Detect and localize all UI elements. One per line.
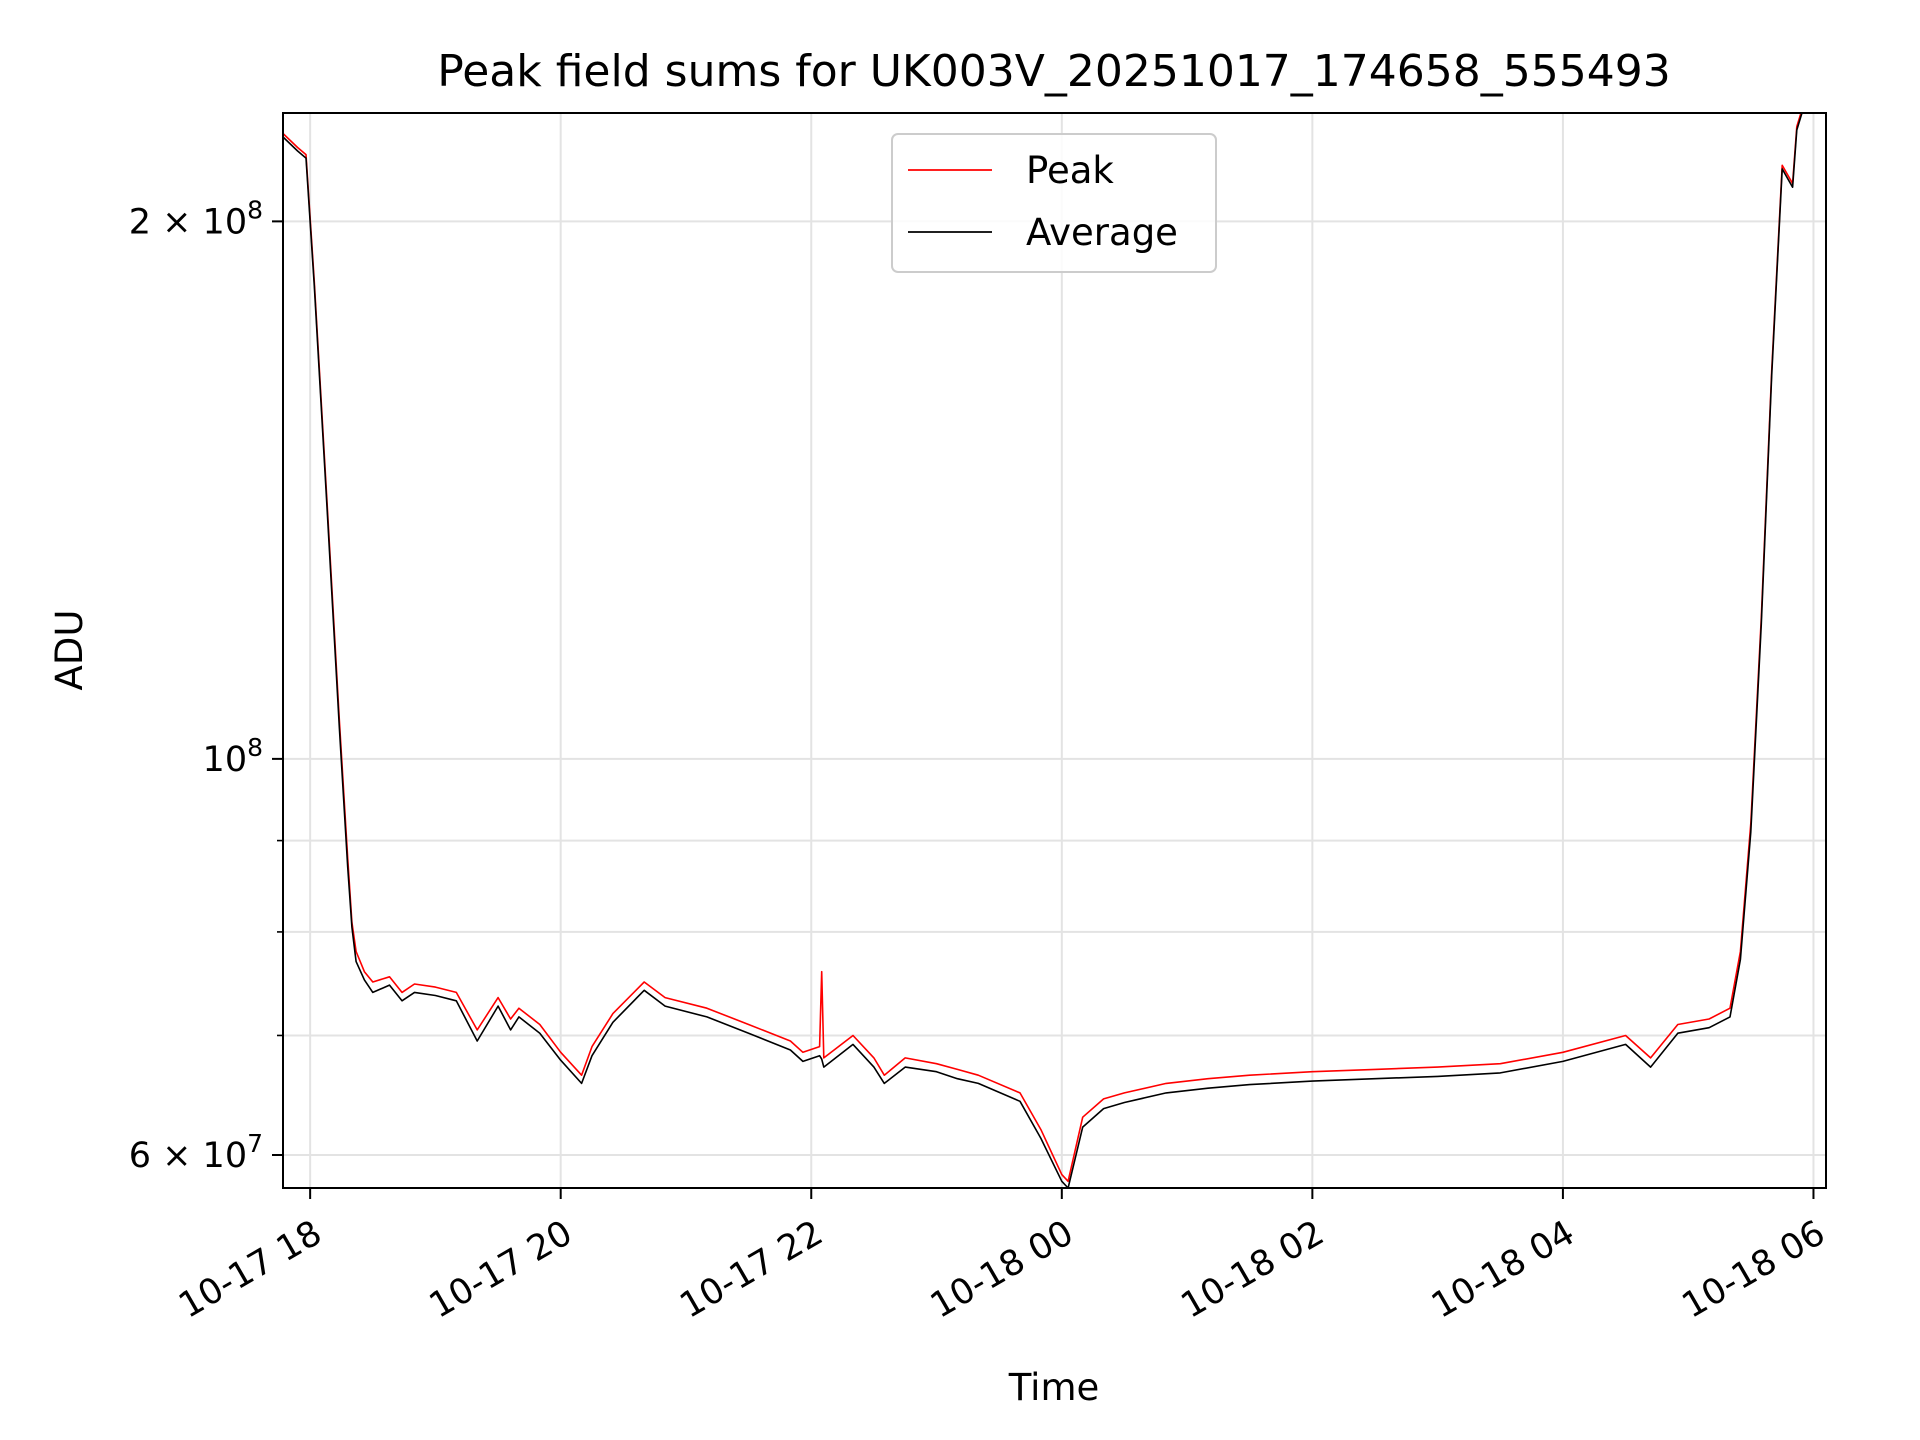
legend-box [891,133,1217,273]
legend-label-peak: Peak [1026,149,1114,192]
y-axis-title: ADU [48,610,91,691]
legend: Peak Average [891,133,1217,273]
series-line-average [283,113,1803,1188]
y-tick-label: 2 × 108 [129,195,263,242]
series-line-peak [283,113,1802,1183]
y-tick-label: 108 [203,733,263,780]
series-layer [283,113,1803,1188]
y-tick-label: 6 × 107 [129,1129,263,1176]
legend-label-average: Average [1026,211,1178,254]
plot-frame [282,112,1827,1189]
chart-title: Peak field sums for UK003V_20251017_1746… [437,46,1670,97]
y-axis-ticks: 6 × 107 108 2 × 108 [129,195,283,1176]
x-axis-title: Time [1008,1366,1100,1409]
